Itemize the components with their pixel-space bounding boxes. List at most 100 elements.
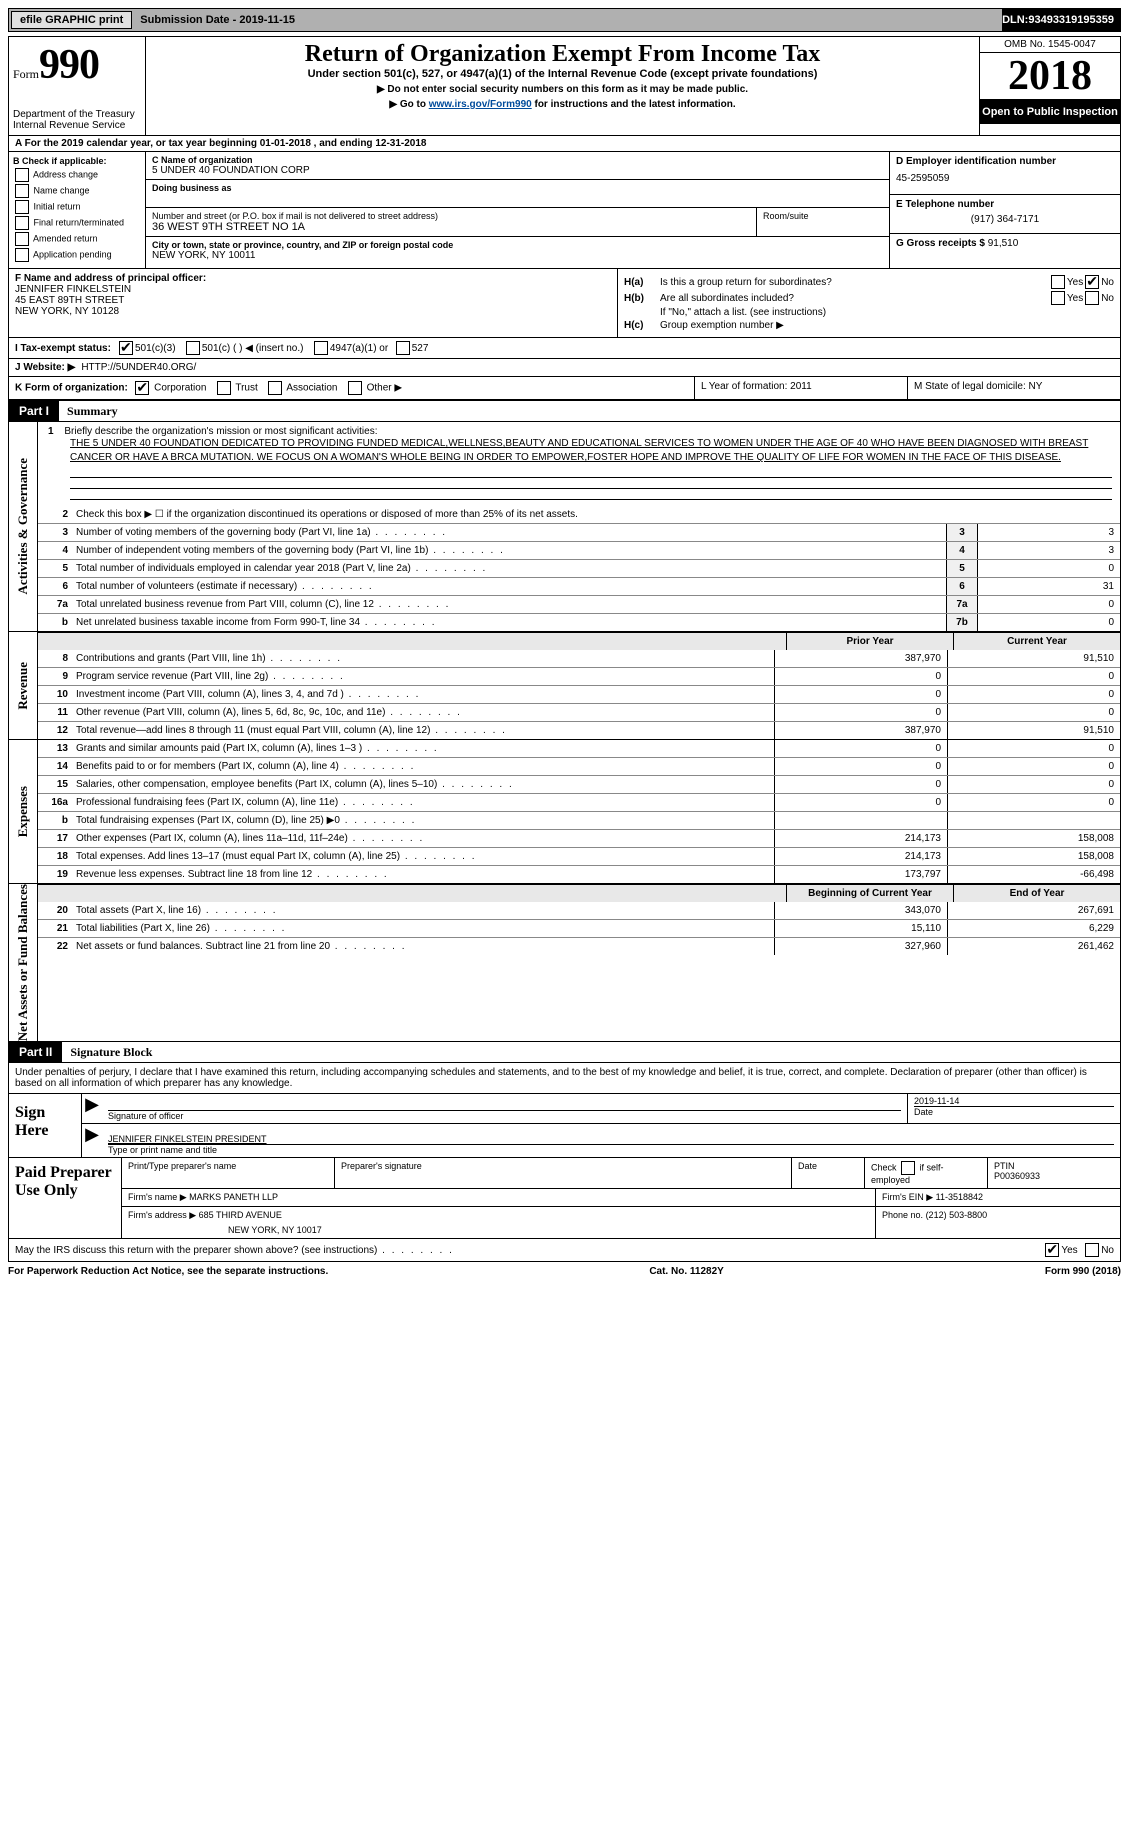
website-label: J Website: ▶ [15, 362, 75, 373]
vert-rev: Revenue [15, 662, 31, 710]
arrow-icon: ▶ [82, 1094, 102, 1123]
org-name-label: C Name of organization [152, 155, 883, 165]
sig-date: 2019-11-14 [914, 1096, 1114, 1106]
public-inspection: Open to Public Inspection [980, 100, 1120, 124]
efile-button[interactable]: efile GRAPHIC print [11, 11, 132, 29]
gross-value: 91,510 [988, 238, 1019, 249]
prep-title: Paid Preparer Use Only [9, 1158, 122, 1238]
row-a-taxyear: A For the 2019 calendar year, or tax yea… [8, 136, 1121, 152]
officer-name: JENNIFER FINKELSTEIN [15, 284, 611, 295]
hb-no[interactable] [1085, 291, 1099, 305]
officer-label: F Name and address of principal officer: [15, 273, 611, 284]
box-deg: D Employer identification number 45-2595… [889, 152, 1120, 268]
check-amended[interactable]: Amended return [13, 232, 141, 246]
sig-declaration: Under penalties of perjury, I declare th… [9, 1063, 1120, 1094]
ha-text: Is this a group return for subordinates? [660, 277, 1049, 288]
check-4947[interactable] [314, 341, 328, 355]
ha-no[interactable] [1085, 275, 1099, 289]
governance-section: Activities & Governance 1 Briefly descri… [8, 422, 1121, 632]
net-colhead: Beginning of Current Year End of Year [38, 884, 1120, 902]
irs-link[interactable]: www.irs.gov/Form990 [429, 99, 532, 110]
hb-yes[interactable] [1051, 291, 1065, 305]
part2-header: Part II Signature Block [8, 1042, 1121, 1063]
sig-name: JENNIFER FINKELSTEIN PRESIDENT [108, 1134, 1114, 1144]
hb-text: Are all subordinates included? [660, 293, 1049, 304]
data-line: bTotal fundraising expenses (Part IX, co… [38, 811, 1120, 829]
discuss-no[interactable] [1085, 1243, 1099, 1257]
data-line: 18Total expenses. Add lines 13–17 (must … [38, 847, 1120, 865]
signature-block: Under penalties of perjury, I declare th… [8, 1063, 1121, 1158]
data-line: 19Revenue less expenses. Subtract line 1… [38, 865, 1120, 883]
gov-line: 5Total number of individuals employed in… [38, 559, 1120, 577]
tax-status-label: I Tax-exempt status: [15, 343, 111, 354]
check-name[interactable]: Name change [13, 184, 141, 198]
data-line: 20Total assets (Part X, line 16)343,0702… [38, 902, 1120, 919]
check-501c3[interactable] [119, 341, 133, 355]
form-header: Form990 Department of the Treasury Inter… [8, 36, 1121, 136]
footer-left: For Paperwork Reduction Act Notice, see … [8, 1266, 328, 1277]
data-line: 16aProfessional fundraising fees (Part I… [38, 793, 1120, 811]
check-pending[interactable]: Application pending [13, 248, 141, 262]
street-label: Number and street (or P.O. box if mail i… [152, 211, 750, 221]
data-line: 10Investment income (Part VIII, column (… [38, 685, 1120, 703]
prep-sig-label: Preparer's signature [335, 1158, 792, 1188]
gov-line: bNet unrelated business taxable income f… [38, 613, 1120, 631]
box-f: F Name and address of principal officer:… [9, 269, 618, 337]
top-bar: efile GRAPHIC print Submission Date - 20… [8, 8, 1121, 32]
check-501c[interactable] [186, 341, 200, 355]
preparer-block: Paid Preparer Use Only Print/Type prepar… [8, 1158, 1121, 1239]
state-domicile: M State of legal domicile: NY [908, 377, 1120, 399]
data-line: 14Benefits paid to or for members (Part … [38, 757, 1120, 775]
check-selfemp[interactable] [901, 1161, 915, 1175]
ha-yes[interactable] [1051, 275, 1065, 289]
box-b-title: B Check if applicable: [13, 156, 141, 166]
officer-addr2: NEW YORK, NY 10128 [15, 306, 611, 317]
check-assoc[interactable] [268, 381, 282, 395]
ptin-label: PTIN [994, 1161, 1114, 1171]
vert-exp: Expenses [15, 786, 31, 837]
data-line: 17Other expenses (Part IX, column (A), l… [38, 829, 1120, 847]
officer-addr1: 45 EAST 89TH STREET [15, 295, 611, 306]
check-trust[interactable] [217, 381, 231, 395]
firm-addr-label: Firm's address ▶ [128, 1210, 196, 1220]
part1-header: Part I Summary [8, 401, 1121, 422]
part1-tag: Part I [9, 401, 59, 421]
part2-name: Signature Block [62, 1045, 152, 1060]
check-corp[interactable] [135, 381, 149, 395]
check-527[interactable] [396, 341, 410, 355]
prep-date-label: Date [792, 1158, 865, 1188]
check-address[interactable]: Address change [13, 168, 141, 182]
data-line: 11Other revenue (Part VIII, column (A), … [38, 703, 1120, 721]
ein-value: 45-2595059 [896, 167, 1114, 190]
gov-line: 2Check this box ▶ ☐ if the organization … [38, 506, 1120, 523]
data-line: 9Program service revenue (Part VIII, lin… [38, 667, 1120, 685]
sign-here-label: Sign Here [9, 1094, 82, 1157]
sig-date-label: Date [914, 1106, 1114, 1117]
data-line: 13Grants and similar amounts paid (Part … [38, 740, 1120, 757]
hb-label: H(b) [624, 293, 660, 304]
col-boy: Beginning of Current Year [786, 885, 953, 902]
firm-name: MARKS PANETH LLP [189, 1192, 278, 1202]
mission-text: THE 5 UNDER 40 FOUNDATION DEDICATED TO P… [70, 438, 1088, 463]
ptin-value: P00360933 [994, 1171, 1114, 1181]
dept-label: Department of the Treasury Internal Reve… [13, 109, 141, 131]
discuss-yes[interactable] [1045, 1243, 1059, 1257]
header-note2: ▶ Go to www.irs.gov/Form990 for instruct… [150, 99, 975, 110]
netassets-section: Net Assets or Fund Balances Beginning of… [8, 884, 1121, 1042]
website-value: HTTP://5UNDER40.ORG/ [81, 362, 196, 373]
check-initial[interactable]: Initial return [13, 200, 141, 214]
firm-city: NEW YORK, NY 10017 [128, 1221, 869, 1235]
rev-colhead: Prior Year Current Year [38, 632, 1120, 650]
check-other[interactable] [348, 381, 362, 395]
phone-value: (917) 364-7171 [896, 210, 1114, 229]
data-line: 8Contributions and grants (Part VIII, li… [38, 650, 1120, 667]
check-final[interactable]: Final return/terminated [13, 216, 141, 230]
sig-name-label: Type or print name and title [108, 1144, 1114, 1155]
prep-name-label: Print/Type preparer's name [122, 1158, 335, 1188]
data-line: 15Salaries, other compensation, employee… [38, 775, 1120, 793]
firm-addr: 685 THIRD AVENUE [199, 1210, 282, 1220]
omb-number: OMB No. 1545-0047 [980, 37, 1120, 53]
gov-line: 6Total number of volunteers (estimate if… [38, 577, 1120, 595]
firm-name-label: Firm's name ▶ [128, 1192, 187, 1202]
vert-gov: Activities & Governance [15, 458, 31, 594]
